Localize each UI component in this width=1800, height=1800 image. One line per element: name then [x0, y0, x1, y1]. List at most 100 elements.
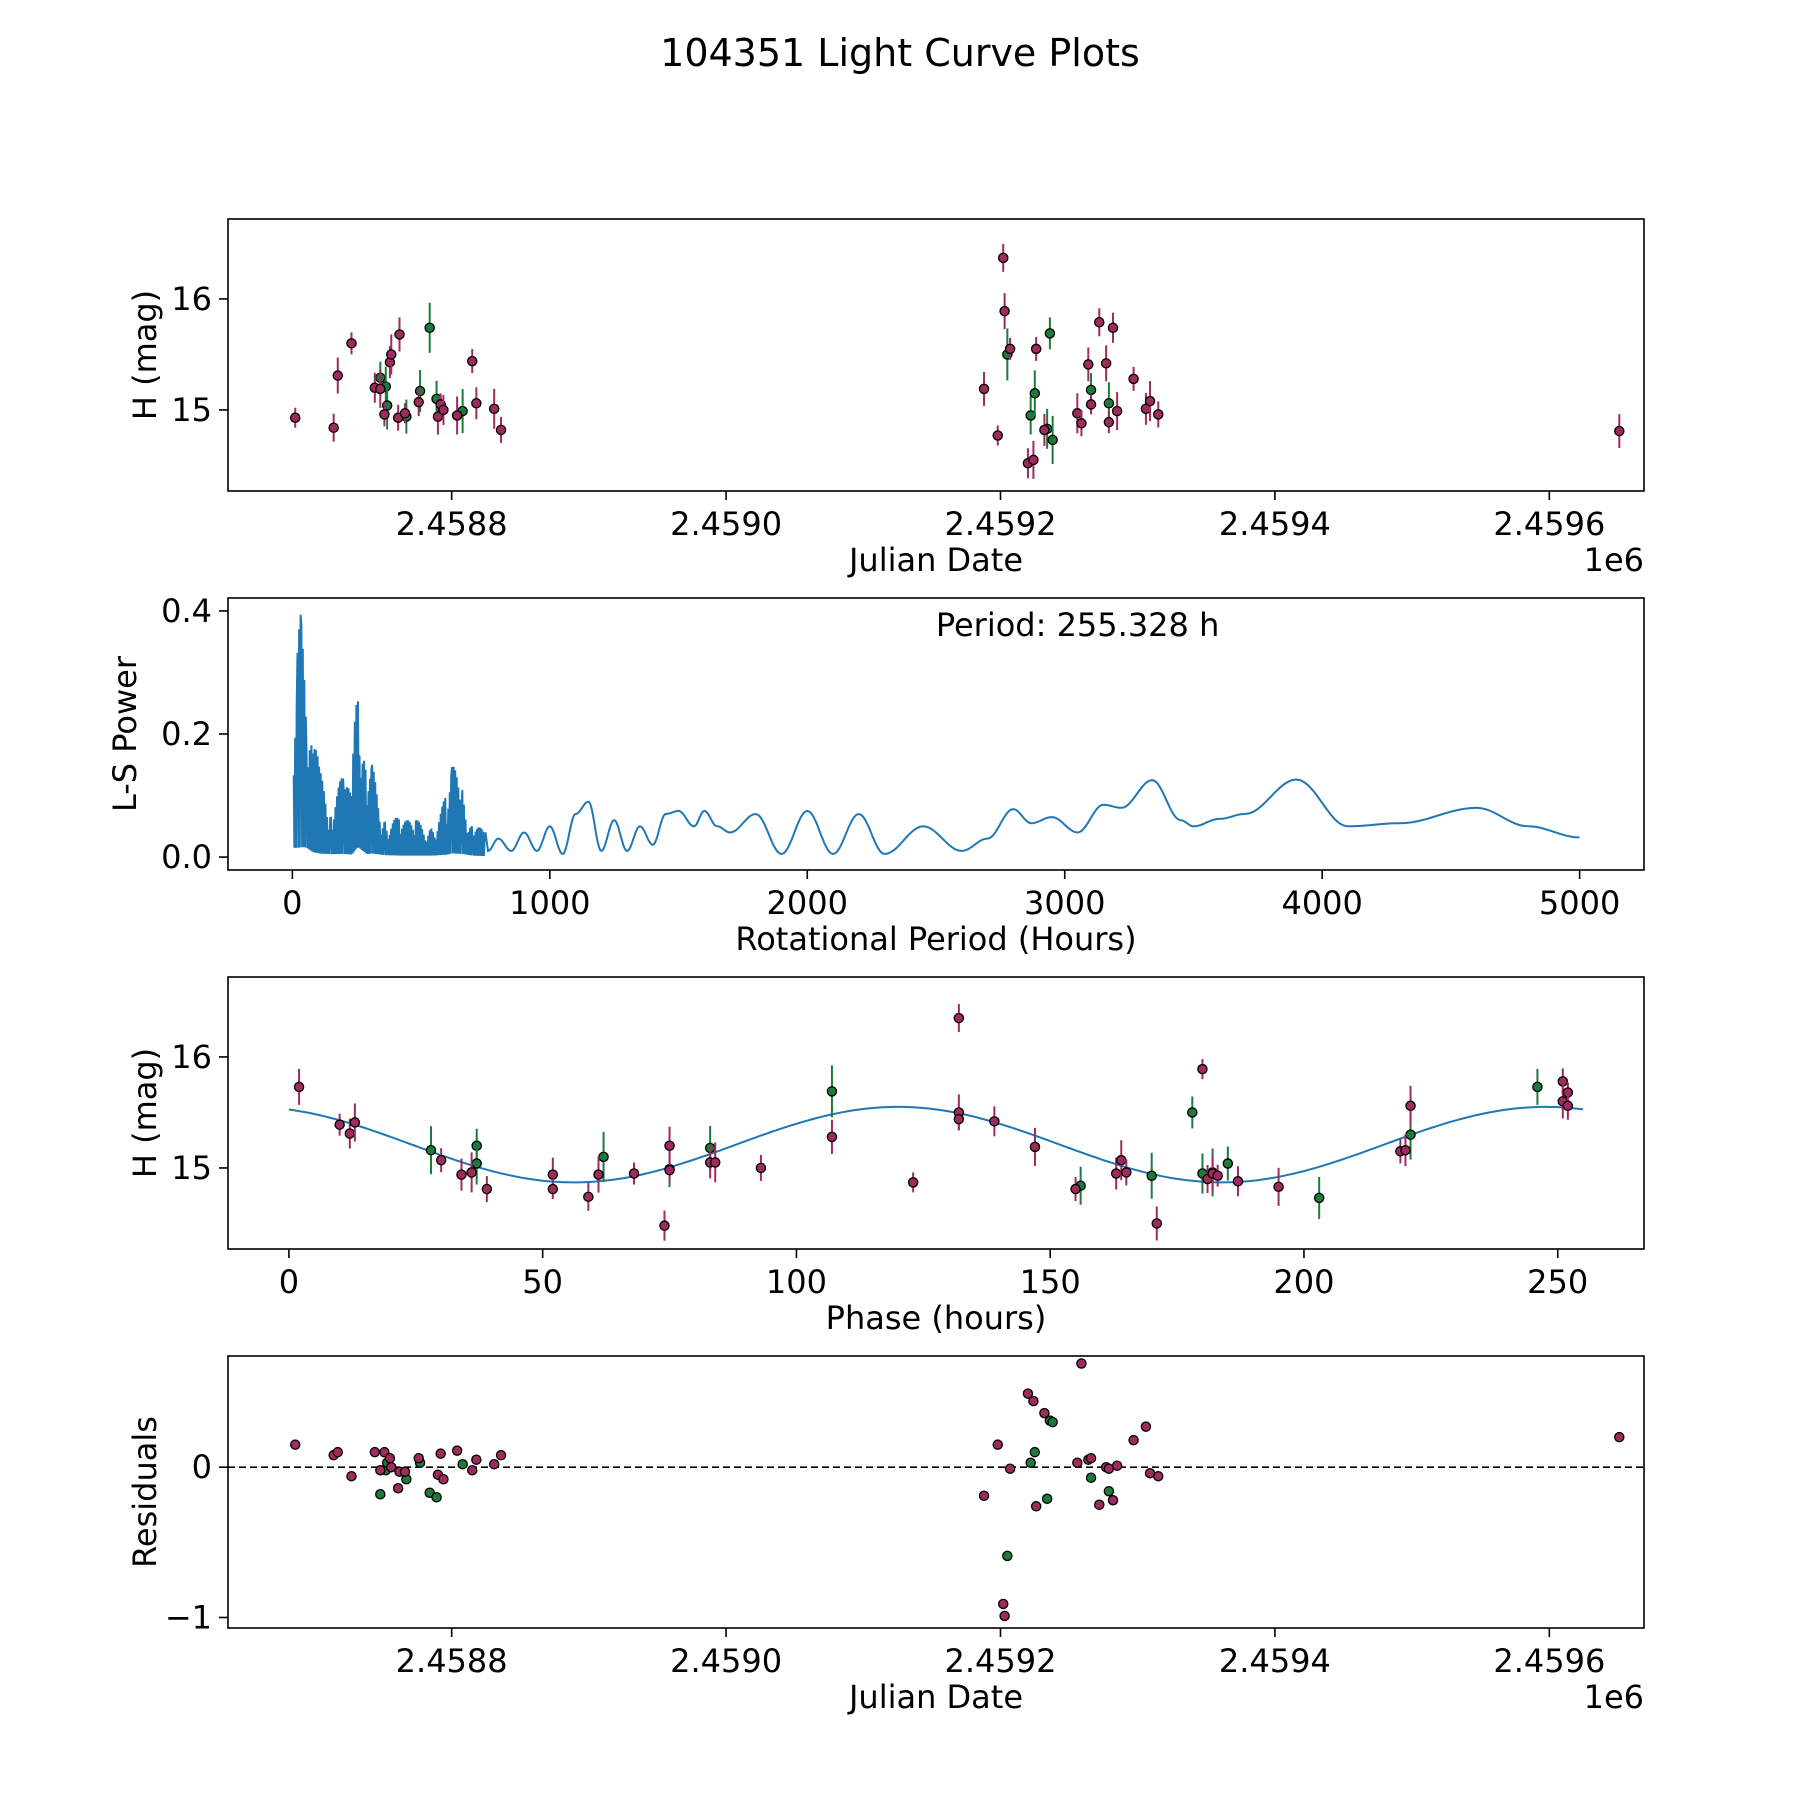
lightcurve-point-green	[424, 322, 435, 334]
residuals-point-magenta	[1022, 1388, 1034, 1399]
residuals-point-magenta	[1085, 1452, 1097, 1464]
phased-ytick-label: 15	[171, 1149, 212, 1187]
lightcurve-point-green	[1029, 388, 1041, 399]
phased-point-magenta	[1110, 1168, 1122, 1179]
phased-point-green	[826, 1086, 838, 1097]
residuals-point-magenta	[495, 1449, 507, 1461]
phased-point-magenta	[1273, 1181, 1284, 1193]
lightcurve-point-magenta	[379, 409, 390, 420]
residuals-point-green	[1029, 1446, 1041, 1458]
lightcurve-frame	[227, 218, 1645, 492]
lightcurve-point-magenta	[1085, 399, 1097, 410]
lightcurve-point-magenta	[386, 349, 397, 360]
residuals-point-magenta	[392, 1482, 404, 1494]
phased-point-magenta	[481, 1183, 493, 1195]
residuals-point-green	[1041, 1493, 1053, 1505]
lightcurve-point-magenta	[488, 403, 500, 415]
phased-point-magenta	[1212, 1170, 1223, 1181]
lightcurve-point-green	[1047, 434, 1058, 446]
lightcurve-point-magenta	[1039, 424, 1050, 436]
lightcurve-point-magenta	[413, 396, 424, 408]
residuals-xlabel: Julian Date	[847, 1678, 1023, 1716]
residuals-point-green	[1002, 1550, 1013, 1562]
periodogram-xtick-label: 3000	[1024, 884, 1105, 922]
period-annotation: Period: 255.328 h	[936, 606, 1220, 644]
periodogram-ytick-label: 0.4	[161, 592, 212, 630]
phased-plot-area	[288, 1004, 1584, 1241]
phased-point-magenta	[755, 1162, 767, 1174]
phased-point-magenta	[709, 1157, 721, 1168]
residuals-point-magenta	[1107, 1495, 1119, 1506]
residuals-point-magenta	[978, 1490, 990, 1502]
residuals-plot-area	[228, 1358, 1644, 1622]
lightcurve-point-magenta	[978, 383, 990, 395]
residuals-point-magenta	[1030, 1501, 1042, 1512]
residuals-ylabel: Residuals	[126, 1416, 164, 1568]
phased-point-magenta	[1197, 1063, 1208, 1075]
residuals-ytick-label: 0	[192, 1448, 212, 1486]
lightcurve-point-magenta	[1083, 359, 1094, 370]
periodogram-frame	[227, 597, 1645, 871]
residuals-point-magenta	[451, 1445, 463, 1456]
phased-panel: 0 50 100 150 200 250 15 16 Phase (hours) H (mag)	[126, 976, 1645, 1337]
lightcurve-point-green	[414, 385, 426, 397]
residuals-xtick-label: 2.4590	[670, 1642, 782, 1680]
lightcurve-xtick-label: 2.4594	[1219, 505, 1331, 543]
residuals-xtick-label: 2.4588	[396, 1642, 508, 1680]
phased-point-green	[1146, 1170, 1157, 1181]
residuals-point-magenta	[375, 1464, 386, 1476]
periodogram-xtick-label: 5000	[1539, 884, 1620, 922]
phased-point-magenta	[349, 1117, 361, 1128]
lightcurve-xtick-label: 2.4590	[670, 505, 782, 543]
phased-point-magenta	[334, 1119, 345, 1130]
periodogram-xlabel: Rotational Period (Hours)	[735, 920, 1136, 958]
residuals-offset-label: 1e6	[1584, 1678, 1644, 1716]
lightcurve-offset-label: 1e6	[1584, 541, 1644, 579]
residuals-point-magenta	[413, 1452, 424, 1464]
phased-point-magenta	[456, 1169, 467, 1180]
periodogram-panel: 0 1000 2000 3000 4000 5000 0.0 0.2 0.4 Rotational…	[106, 592, 1645, 958]
periodogram-xtick-label: 2000	[767, 884, 848, 922]
residuals-point-green	[431, 1492, 442, 1503]
lightcurve-point-magenta	[1107, 322, 1119, 334]
phased-point-magenta	[435, 1154, 447, 1166]
phased-point-magenta	[547, 1169, 559, 1180]
phased-xtick-label: 200	[1273, 1263, 1334, 1301]
residuals-point-green	[375, 1489, 386, 1500]
lightcurve-point-magenta	[1076, 418, 1087, 429]
residuals-point-magenta	[1094, 1499, 1105, 1511]
phased-xtick-label: 100	[766, 1263, 827, 1301]
residuals-point-magenta	[369, 1446, 381, 1458]
residuals-point-magenta	[384, 1452, 396, 1464]
lightcurve-point-magenta	[1103, 416, 1115, 428]
phased-point-green	[1532, 1081, 1543, 1093]
phased-point-magenta	[1121, 1167, 1132, 1178]
residuals-point-magenta	[999, 1610, 1010, 1622]
lightcurve-point-magenta	[346, 338, 357, 349]
periodogram-xtick-label: 1000	[509, 884, 590, 922]
residuals-point-green	[1085, 1472, 1097, 1483]
phased-point-green	[598, 1151, 609, 1163]
phased-point-magenta	[344, 1128, 356, 1139]
residuals-point-magenta	[1111, 1460, 1123, 1471]
lightcurve-point-magenta	[999, 305, 1010, 317]
residuals-point-magenta	[346, 1470, 357, 1482]
residuals-point-magenta	[992, 1439, 1003, 1450]
phased-point-magenta	[953, 1113, 965, 1125]
phased-point-magenta	[628, 1168, 640, 1179]
residuals-point-green	[1103, 1485, 1115, 1497]
phased-point-magenta	[989, 1116, 1000, 1127]
residuals-point-magenta	[332, 1446, 344, 1458]
phased-point-green	[1405, 1129, 1416, 1140]
phased-point-magenta	[1400, 1144, 1411, 1156]
lightcurve-ylabel: H (mag)	[126, 290, 164, 420]
phased-point-green	[471, 1158, 482, 1169]
lightcurve-point-magenta	[1030, 343, 1042, 355]
residuals-ytick-label: −1	[165, 1598, 212, 1636]
periodogram-ytick-label: 0.2	[161, 715, 212, 753]
phased-xtick-label: 250	[1527, 1263, 1588, 1301]
lightcurve-xtick-label: 2.4588	[396, 505, 508, 543]
phased-point-magenta	[907, 1177, 919, 1188]
phased-point-magenta	[1115, 1154, 1127, 1166]
phased-point-magenta	[1562, 1100, 1574, 1112]
